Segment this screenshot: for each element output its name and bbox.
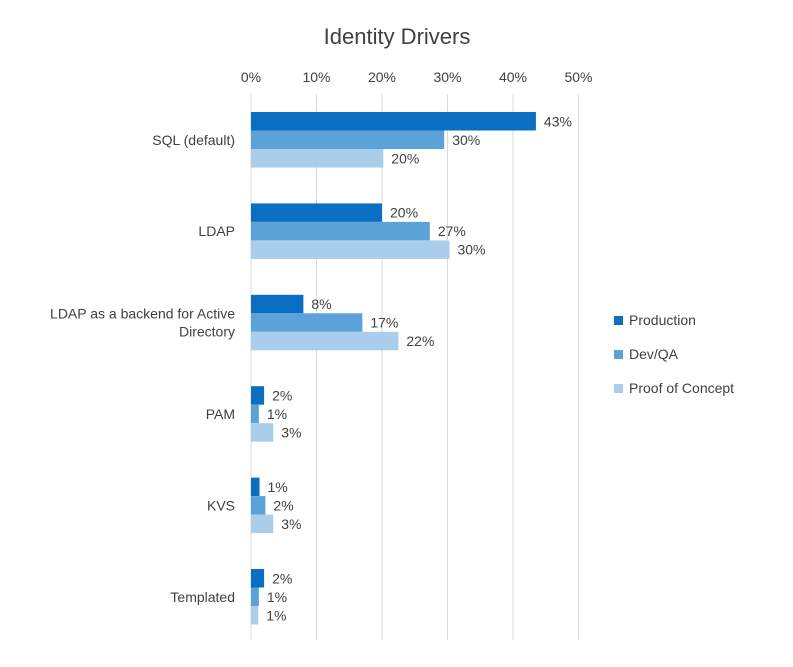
data-label-kvs-production: 1% [268,479,288,495]
legend-swatch-proof-of-concept [614,384,623,393]
bar-kvs-production [251,477,260,497]
category-label-kvs: KVS [207,497,235,513]
data-label-sql-default-dev-qa: 30% [452,132,480,148]
data-label-sql-default-production: 43% [544,113,572,129]
data-label-ldap-as-a-backend-for-active-directory-production: 8% [311,296,331,312]
bar-kvs-proof-of-concept [251,514,274,534]
data-label-sql-default-proof-of-concept: 20% [391,150,419,166]
legend-swatch-dev-qa [614,350,623,359]
data-label-pam-proof-of-concept: 3% [281,424,301,440]
data-label-ldap-as-a-backend-for-active-directory-dev-qa: 17% [370,315,398,331]
chart-title: Identity Drivers [324,24,471,49]
legend-label-dev-qa: Dev/QA [629,346,679,362]
data-label-ldap-dev-qa: 27% [438,223,466,239]
bar-templated-proof-of-concept [251,606,259,625]
tick-label-0: 0% [241,69,261,85]
legend: Production Dev/QA Proof of Concept [614,312,734,396]
legend-label-production: Production [629,312,696,328]
category-labels: SQL (default) LDAP LDAP as a backend for A… [50,132,235,605]
gridlines [250,94,579,640]
data-label-kvs-proof-of-concept: 3% [281,516,301,532]
data-label-templated-production: 2% [272,570,292,586]
data-label-ldap-production: 20% [390,205,418,221]
category-label-ldap: LDAP [198,223,235,239]
data-label-templated-dev-qa: 1% [267,589,287,605]
bar-ldap-as-a-backend-for-active-directory-dev-qa [251,313,363,332]
x-axis-ticks: 0% 10% 20% 30% 40% 50% [241,69,593,85]
bar-ldap-as-a-backend-for-active-directory-production [251,294,304,314]
category-label-ldap-as-a-backend-for-active-directory-line-1: Directory [179,324,235,340]
category-label-ldap-as-a-backend-for-active-directory-line-0: LDAP as a backend for Active [50,306,235,322]
legend-label-proof-of-concept: Proof of Concept [629,380,734,396]
bars [251,112,536,625]
bar-templated-dev-qa [251,587,259,606]
data-labels: 43% 30% 20% 20% 27% 30% 8% 17% 22% 2% 1% 3% 1% 2% 3% 2%… [266,113,572,623]
bar-kvs-dev-qa [251,496,266,515]
tick-label-2: 20% [368,69,396,85]
tick-label-5: 50% [564,69,592,85]
tick-label-3: 30% [433,69,461,85]
bar-pam-dev-qa [251,404,259,424]
category-label-templated: Templated [170,589,235,605]
bar-sql-default-dev-qa [251,130,445,149]
bar-ldap-as-a-backend-for-active-directory-proof-of-concept [251,331,399,351]
legend-swatch-production [614,316,623,325]
bar-ldap-proof-of-concept [251,240,450,259]
bar-ldap-dev-qa [251,221,430,241]
category-label-sql-default: SQL (default) [152,132,235,148]
tick-label-4: 40% [499,69,527,85]
bar-templated-production [251,569,265,588]
data-label-kvs-dev-qa: 2% [273,497,293,513]
tick-label-1: 10% [302,69,330,85]
data-label-pam-dev-qa: 1% [267,406,287,422]
data-label-ldap-as-a-backend-for-active-directory-proof-of-concept: 22% [406,333,434,349]
bar-sql-default-production [251,112,536,131]
data-label-ldap-proof-of-concept: 30% [457,242,485,258]
data-label-pam-production: 2% [272,387,292,403]
bar-sql-default-proof-of-concept [251,149,384,168]
category-label-pam: PAM [206,406,235,422]
bar-pam-proof-of-concept [251,423,274,442]
bar-ldap-production [251,203,382,222]
data-label-templated-proof-of-concept: 1% [266,607,286,623]
bar-pam-production [251,386,265,405]
